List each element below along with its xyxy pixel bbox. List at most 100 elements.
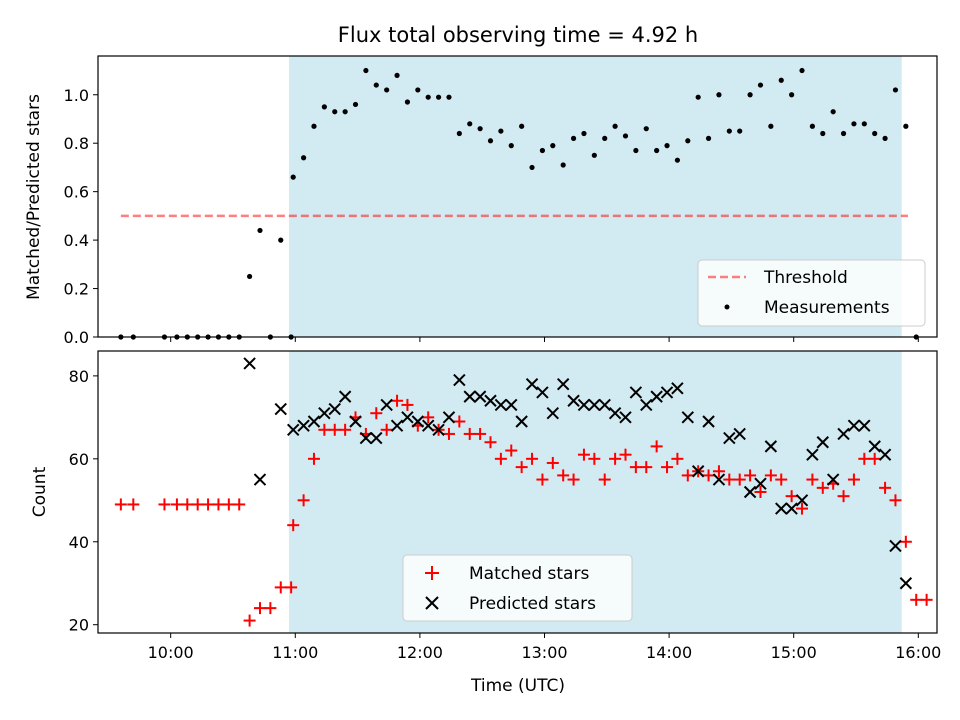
- measurement-point: [508, 143, 514, 149]
- bottom-y-axis-label: Count: [30, 466, 50, 517]
- matched-star-point: [557, 469, 570, 482]
- matched-star-point: [733, 473, 746, 486]
- predicted-star-point: [764, 440, 778, 453]
- predicted-legend-label: Predicted stars: [469, 594, 596, 614]
- measurement-point: [435, 94, 442, 100]
- matched-star-point: [285, 581, 298, 594]
- measurements-legend-label: Measurements: [764, 298, 890, 318]
- measurement-point: [612, 123, 618, 129]
- matched-star-point: [170, 498, 183, 511]
- measurement-point: [247, 273, 253, 280]
- predicted-star-point: [525, 377, 539, 391]
- predicted-star-point: [453, 373, 466, 387]
- matched-star-point: [442, 427, 455, 440]
- predicted-star-point: [785, 502, 798, 515]
- matched-star-point: [764, 469, 777, 482]
- predicted-star-point: [588, 398, 601, 412]
- matched-star-point: [401, 398, 414, 411]
- top-plot-frame: [97, 55, 938, 338]
- predicted-star-point: [432, 423, 445, 437]
- matched-star-point: [370, 407, 383, 420]
- measurement-point: [840, 130, 847, 137]
- predicted-star-point: [671, 382, 684, 395]
- measurement-point: [487, 138, 494, 144]
- matched-star-point: [868, 452, 881, 465]
- matched-star-point: [484, 436, 497, 449]
- matched-legend-label: Matched stars: [469, 564, 589, 584]
- predicted-star-point: [484, 394, 497, 407]
- measurement-point: [726, 128, 732, 134]
- measurement-point: [664, 143, 670, 149]
- matched-star-point: [899, 535, 912, 548]
- predicted-star-point: [754, 477, 767, 490]
- matched-star-point: [191, 498, 204, 511]
- measurement-point: [882, 135, 888, 141]
- predicted-star-point: [681, 411, 694, 424]
- bottom-y-tick-label: 20: [69, 616, 89, 635]
- measurement-point: [747, 92, 753, 98]
- predicted-star-point: [743, 485, 757, 499]
- predicted-legend-symbol: [425, 596, 439, 610]
- matched-star-point: [515, 461, 528, 474]
- top-y-tick-label: 0.8: [64, 134, 89, 153]
- measurement-point: [757, 82, 764, 88]
- measurement-point: [278, 237, 284, 243]
- ratio-panel: 0.0 0.2 0.4 0.6 0.8 1.0 Matched/Predicted sta…: [24, 55, 938, 347]
- measurement-point: [539, 147, 546, 154]
- x-tick-label: 15:00: [771, 643, 817, 662]
- matched-star-point: [609, 452, 622, 465]
- matched-star-point: [422, 411, 435, 424]
- matched-star-point: [629, 461, 642, 474]
- measurement-point: [498, 128, 504, 134]
- predicted-star-point: [878, 448, 892, 461]
- predicted-star-point: [536, 386, 549, 399]
- measurement-point: [529, 164, 535, 171]
- matched-star-point: [264, 602, 277, 615]
- matched-star-point: [671, 452, 684, 465]
- measurement-point: [789, 92, 795, 98]
- matched-star-point: [158, 498, 171, 511]
- measurement-point: [384, 87, 390, 93]
- matched-star-point: [796, 502, 809, 515]
- count-panel: 20 40 60 80 10:00 11:00 12:00 13:00 14:00 15:00 1…: [30, 350, 941, 696]
- predicted-star-point: [847, 419, 861, 432]
- matched-star-point: [328, 423, 341, 436]
- bottom-y-tick-label: 80: [69, 367, 89, 386]
- measurement-point: [290, 174, 296, 180]
- matched-star-point: [661, 461, 674, 474]
- predicted-star-point: [463, 390, 476, 403]
- predicted-star-point: [702, 415, 715, 428]
- measurement-point: [737, 128, 743, 134]
- predicted-star-point: [274, 402, 287, 416]
- matched-star-point: [114, 498, 127, 511]
- measurement-point: [394, 72, 400, 78]
- matched-star-point: [567, 473, 580, 486]
- predicted-star-point: [338, 390, 352, 403]
- matched-star-point: [505, 444, 518, 457]
- threshold-legend-label: Threshold: [763, 268, 848, 288]
- predicted-star-point: [608, 406, 622, 420]
- x-axis-label: Time (UTC): [470, 676, 565, 696]
- predicted-star-point: [567, 394, 580, 407]
- top-y-tick-label: 0.0: [64, 328, 89, 347]
- matched-star-point: [837, 490, 850, 503]
- matched-star-point: [920, 593, 933, 606]
- matched-star-point: [816, 481, 829, 494]
- predicted-star-point: [401, 411, 414, 424]
- matched-star-point: [307, 452, 320, 465]
- measurement-point: [373, 82, 379, 88]
- top-legend-box: [697, 259, 926, 327]
- predicted-star-point: [515, 415, 528, 428]
- matched-star-point: [910, 593, 923, 606]
- predicted-star-point: [577, 398, 591, 412]
- matched-star-point: [463, 427, 476, 440]
- x-tick-label: 16:00: [895, 643, 941, 662]
- measurement-point: [321, 104, 327, 110]
- measurement-point: [257, 227, 263, 234]
- bottom-legend: Matched stars Predicted stars: [402, 554, 633, 622]
- predicted-star-point: [795, 494, 809, 507]
- matched-star-point: [723, 473, 736, 486]
- matched-star-point: [879, 481, 892, 494]
- matched-star-point: [775, 473, 788, 486]
- measurement-point: [467, 121, 473, 127]
